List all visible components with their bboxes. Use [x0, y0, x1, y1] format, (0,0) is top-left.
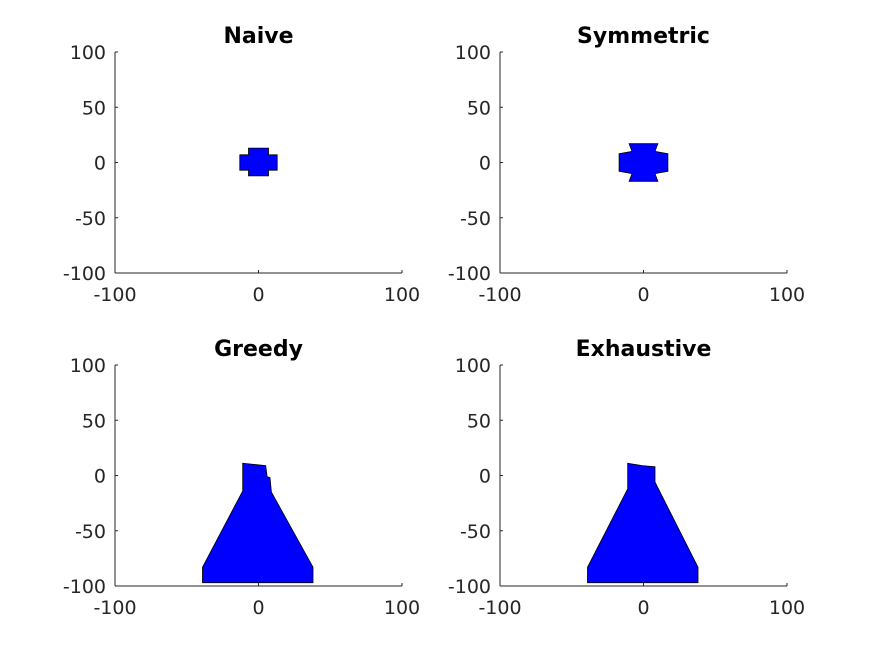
- panel-3-shape-1: [202, 462, 314, 584]
- panel-4-y-tick-label: -50: [460, 521, 491, 543]
- panel-1-shape-1: [239, 147, 278, 177]
- panel-2-plot: -100 -50 0 50 100 -100 0 100 Symmetric: [448, 24, 805, 306]
- panel-2-y-tick-label: -100: [448, 263, 491, 285]
- panel-4-x-tick-label: 0: [637, 597, 649, 619]
- panel-4-plot: -100 -50 0 50 100 -100 0 100 Exhaustive: [448, 337, 805, 619]
- panel-1-x-tick-label: 100: [384, 284, 420, 306]
- panel-1-y-tick-label: -50: [75, 208, 106, 230]
- panel-2-x-tick-label: -100: [478, 284, 521, 306]
- panel-1-x-tick-label: -100: [93, 284, 136, 306]
- panel-4-y-tick-label: 100: [455, 355, 491, 377]
- panel-4-title: Exhaustive: [576, 337, 712, 362]
- panel-2-y-tick-label: 50: [467, 97, 491, 119]
- panel-4-y-tick-label: 50: [467, 410, 491, 432]
- panel-3-x-tick-label: -100: [93, 597, 136, 619]
- panel-3-title: Greedy: [214, 337, 303, 362]
- panel-2-shape-1: [618, 143, 669, 182]
- panel-3-x-tick-label: 100: [384, 597, 420, 619]
- panel-1-y-tick-label: 100: [70, 42, 106, 64]
- panel-4-x-tick-label: -100: [478, 597, 521, 619]
- panel-3-y-tick-label: -100: [63, 576, 106, 598]
- panel-3-y-tick-label: 100: [70, 355, 106, 377]
- panel-2-y-tick-label: -50: [460, 208, 491, 230]
- panel-2-y-tick-label: 100: [455, 42, 491, 64]
- panel-1-y-tick-label: 50: [82, 97, 106, 119]
- panel-2-title: Symmetric: [577, 24, 710, 49]
- panel-4-y-tick-label: 0: [479, 466, 491, 488]
- panel-3-y-tick-label: -50: [75, 521, 106, 543]
- panel-2-y-tick-label: 0: [479, 153, 491, 175]
- panel-1-x-tick-label: 0: [252, 284, 264, 306]
- panel-4-x-tick-label: 100: [769, 597, 805, 619]
- panel-2-x-tick-label: 100: [769, 284, 805, 306]
- panel-3-y-tick-label: 0: [94, 466, 106, 488]
- panel-4-y-tick-label: -100: [448, 576, 491, 598]
- panel-3-y-tick-label: 50: [82, 410, 106, 432]
- panel-1-y-tick-label: 0: [94, 153, 106, 175]
- panel-1-y-tick-label: -100: [63, 263, 106, 285]
- panel-3-plot: -100 -50 0 50 100 -100 0 100 Greedy: [63, 337, 420, 619]
- panel-2-x-tick-label: 0: [637, 284, 649, 306]
- panel-1-title: Naive: [223, 24, 293, 49]
- panel-1-plot: -100 -50 0 50 100 -100 0 100 Naive: [63, 24, 420, 306]
- panel-4-shape-1: [587, 462, 699, 584]
- panel-3-x-tick-label: 0: [252, 597, 264, 619]
